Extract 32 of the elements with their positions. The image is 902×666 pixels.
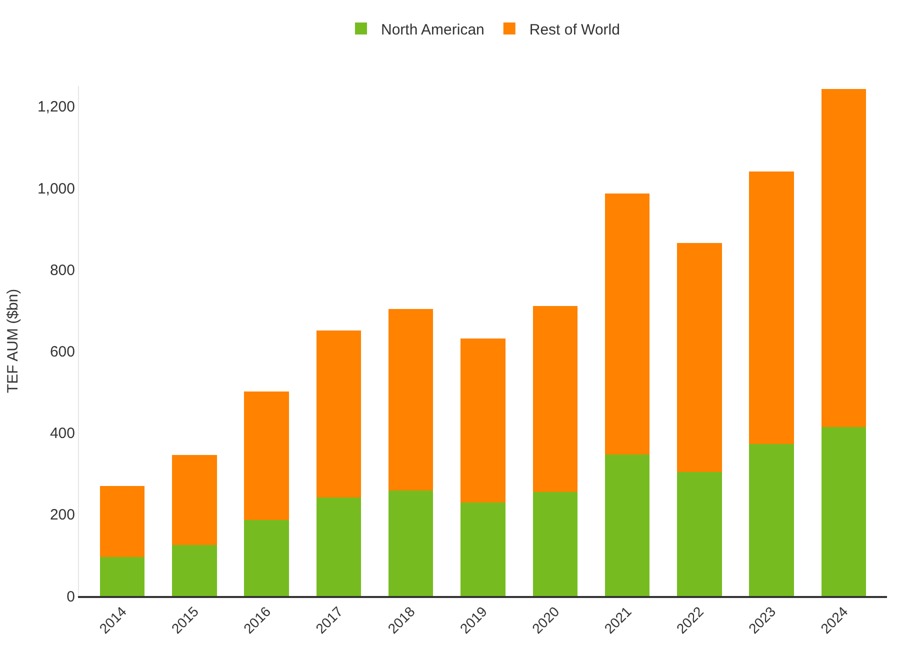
bar (821, 427, 866, 596)
bar (749, 171, 794, 444)
bar (316, 498, 362, 596)
bar (604, 194, 650, 454)
y-tick-label: 200 (50, 506, 75, 524)
y-tick-label: 600 (50, 343, 75, 360)
bar (100, 486, 145, 557)
y-tick-label: 400 (50, 425, 75, 442)
bar (100, 556, 145, 596)
legend-label: Rest of World (529, 21, 620, 38)
bar (460, 338, 506, 503)
bar (677, 243, 722, 472)
bar (532, 306, 578, 492)
y-axis-title: TEF AUM ($bn) (4, 288, 22, 394)
bar (172, 545, 217, 596)
bar (244, 392, 289, 520)
bar (532, 492, 578, 596)
y-tick-label: 0 (66, 588, 75, 606)
legend-label: North American (381, 21, 484, 38)
bar (821, 88, 866, 428)
y-tick-label: 800 (50, 262, 75, 279)
bar (388, 308, 434, 491)
bar (604, 454, 650, 596)
bar (172, 455, 217, 545)
bar (388, 490, 434, 596)
bar (316, 330, 362, 498)
bar (244, 520, 289, 596)
bar (677, 472, 722, 596)
bar (749, 444, 794, 596)
bar (460, 502, 506, 596)
y-tick-label: 1,000 (37, 180, 75, 198)
y-tick-label: 1,200 (37, 98, 75, 116)
